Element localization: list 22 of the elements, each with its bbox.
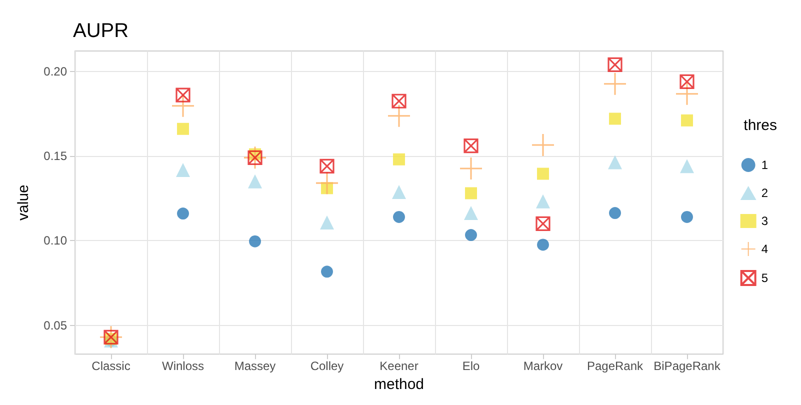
- x-axis-title: method: [374, 376, 424, 393]
- x-tick-label: Elo: [462, 359, 480, 374]
- x-tick-label: Markov: [523, 359, 563, 374]
- x-tick-label: Winloss: [162, 359, 204, 374]
- y-tick-label: 0.05: [44, 318, 68, 332]
- y-tick-label: 0.10: [44, 234, 68, 248]
- legend-label: 2: [761, 186, 768, 200]
- x-tick-label: Classic: [92, 359, 130, 374]
- legend-label: 1: [761, 158, 768, 172]
- y-tick-label: 0.20: [44, 64, 68, 78]
- x-tick-label: Colley: [310, 359, 344, 374]
- chart-title: AUPR: [73, 20, 129, 42]
- legend-label: 3: [761, 214, 768, 228]
- y-tick-label: 0.15: [44, 148, 68, 163]
- legend-title: thres: [744, 117, 778, 134]
- y-axis-title: value: [15, 184, 32, 220]
- x-tick-label: Massey: [234, 359, 276, 374]
- x-tick-label: PageRank: [586, 359, 644, 374]
- x-tick-label: BiPageRank: [654, 359, 722, 374]
- x-tick-label: Keener: [380, 359, 418, 374]
- legend-label: 5: [761, 271, 768, 285]
- legend-label: 4: [761, 242, 768, 256]
